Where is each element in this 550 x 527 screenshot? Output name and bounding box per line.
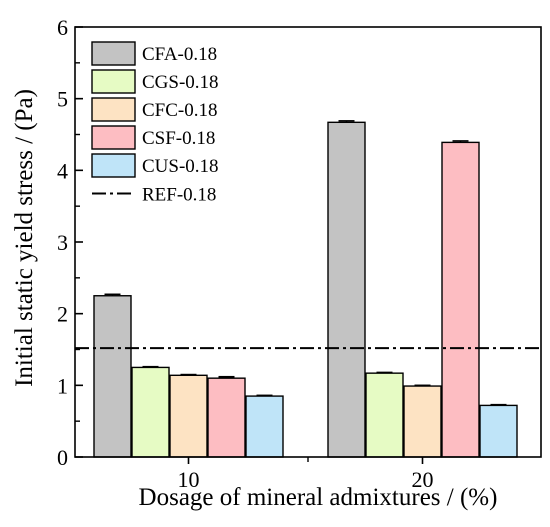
x-tick-label: 10 bbox=[178, 467, 200, 492]
legend-swatch-cfa-0-18 bbox=[91, 41, 136, 66]
bar-cfa-0-18-10 bbox=[93, 295, 132, 458]
y-tick-label: 3 bbox=[57, 230, 68, 255]
legend-swatch-csf-0-18 bbox=[91, 125, 136, 150]
bar-cgs-0-18-20 bbox=[365, 372, 404, 458]
y-axis: 0 1 2 3 4 5 6 bbox=[57, 15, 83, 470]
legend: CFA-0.18 CGS-0.18 CFC-0.18 CSF-0.18 CUS-0.18… bbox=[91, 41, 219, 206]
legend-label: CFC-0.18 bbox=[142, 100, 218, 121]
bar-cfa-0-18-20 bbox=[327, 121, 366, 458]
bar-cfc-0-18-10 bbox=[169, 374, 208, 458]
y-tick-label: 1 bbox=[57, 373, 68, 398]
legend-label: CUS-0.18 bbox=[142, 156, 219, 177]
bar-cus-0-18-20 bbox=[479, 404, 518, 458]
legend-label: CGS-0.18 bbox=[142, 72, 219, 93]
bar-cfc-0-18-20 bbox=[403, 385, 442, 458]
y-tick-label: 6 bbox=[57, 15, 68, 40]
x-tick-label: 20 bbox=[412, 467, 434, 492]
bar-csf-0-18-10 bbox=[207, 377, 246, 458]
legend-label: CFA-0.18 bbox=[142, 44, 217, 65]
y-axis-title: Initial static yield stress / (Pa) bbox=[11, 89, 38, 387]
bar-cgs-0-18-10 bbox=[131, 366, 170, 458]
legend-swatch-cfc-0-18 bbox=[91, 97, 136, 122]
bar-csf-0-18-20 bbox=[441, 141, 480, 458]
y-tick-label: 5 bbox=[57, 87, 68, 112]
bar-cus-0-18-10 bbox=[245, 395, 284, 458]
bars-layer bbox=[93, 120, 518, 458]
x-axis: 10 20 bbox=[178, 457, 434, 492]
legend-label: REF-0.18 bbox=[142, 185, 216, 206]
legend-label: CSF-0.18 bbox=[142, 128, 215, 149]
x-axis-title: Dosage of mineral admixtures / (%) bbox=[139, 484, 498, 511]
legend-swatch-cgs-0-18 bbox=[91, 69, 136, 94]
y-tick-label: 0 bbox=[57, 445, 68, 470]
legend-swatch-cus-0-18 bbox=[91, 153, 136, 178]
y-tick-label: 4 bbox=[57, 158, 68, 183]
y-tick-label: 2 bbox=[57, 302, 68, 327]
